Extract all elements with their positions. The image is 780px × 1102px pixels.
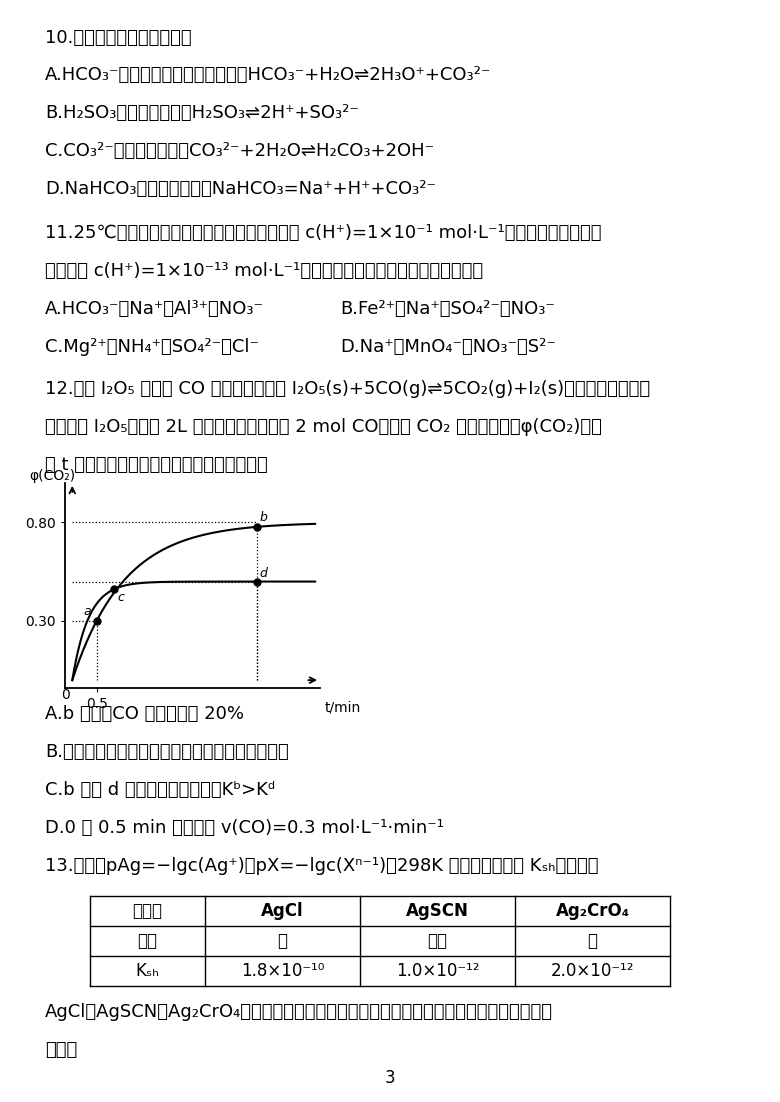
Text: C.Mg²⁺、NH₄⁺、SO₄²⁻、Cl⁻: C.Mg²⁺、NH₄⁺、SO₄²⁻、Cl⁻ xyxy=(45,338,259,356)
Text: AgCl、AgSCN、Ag₂CrO₄的饱和溶液中，阳离子和阴离子的浓度关系如图所示。下列说法正: AgCl、AgSCN、Ag₂CrO₄的饱和溶液中，阳离子和阴离子的浓度关系如图所… xyxy=(45,1003,553,1020)
Text: 化学式: 化学式 xyxy=(133,903,162,920)
Text: 间 t 的变化曲线如图所示。下列说法正确的是: 间 t 的变化曲线如图所示。下列说法正确的是 xyxy=(45,456,268,474)
Text: D.NaHCO₃的电离方程式：NaHCO₃=Na⁺+H⁺+CO₃²⁻: D.NaHCO₃的电离方程式：NaHCO₃=Na⁺+H⁺+CO₃²⁻ xyxy=(45,180,436,198)
Text: 11.25℃时，在溶液中能够大量共存，当溶液中 c(H⁺)=1×10⁻¹ mol·L⁻¹时，有气体产生，而: 11.25℃时，在溶液中能够大量共存，当溶液中 c(H⁺)=1×10⁻¹ mol… xyxy=(45,224,601,242)
Text: φ(CO₂): φ(CO₂) xyxy=(29,469,76,483)
Text: t/min: t/min xyxy=(325,700,361,714)
Text: D.Na⁺、MnO₄⁻、NO₃⁻、S²⁻: D.Na⁺、MnO₄⁻、NO₃⁻、S²⁻ xyxy=(340,338,556,356)
Text: B.H₂SO₃的电离方程式：H₂SO₃⇌2H⁺+SO₃²⁻: B.H₂SO₃的电离方程式：H₂SO₃⇌2H⁺+SO₃²⁻ xyxy=(45,104,359,122)
Text: A.HCO₃⁻在水溶液中的电离方程式：HCO₃⁻+H₂O⇌2H₃O⁺+CO₃²⁻: A.HCO₃⁻在水溶液中的电离方程式：HCO₃⁻+H₂O⇌2H₃O⁺+CO₃²⁻ xyxy=(45,66,491,84)
Text: A.b 点时，CO 的转化率为 20%: A.b 点时，CO 的转化率为 20% xyxy=(45,705,244,723)
Text: a: a xyxy=(83,605,90,618)
Text: 颜色: 颜色 xyxy=(137,932,158,950)
Text: 2.0×10⁻¹²: 2.0×10⁻¹² xyxy=(551,962,634,980)
Text: c: c xyxy=(118,592,124,604)
Text: Kₛₕ: Kₛₕ xyxy=(136,962,159,980)
Text: 白: 白 xyxy=(278,932,288,950)
Text: 红: 红 xyxy=(587,932,597,950)
Text: AgSCN: AgSCN xyxy=(406,903,469,920)
Text: d: d xyxy=(260,566,268,580)
Text: 1.8×10⁻¹⁰: 1.8×10⁻¹⁰ xyxy=(241,962,324,980)
Text: b: b xyxy=(260,511,268,523)
Text: B.Fe²⁺、Na⁺、SO₄²⁻、NO₃⁻: B.Fe²⁺、Na⁺、SO₄²⁻、NO₃⁻ xyxy=(340,300,555,318)
Text: D.0 到 0.5 min 反应速率 v(CO)=0.3 mol·L⁻¹·min⁻¹: D.0 到 0.5 min 反应速率 v(CO)=0.3 mol·L⁻¹·min… xyxy=(45,819,444,838)
Text: 0: 0 xyxy=(61,688,69,702)
Text: 装有足量 I₂O₅固体的 2L 恒容密闭容器中通入 2 mol CO，测得 CO₂ 气体体积分数φ(CO₂)随时: 装有足量 I₂O₅固体的 2L 恒容密闭容器中通入 2 mol CO，测得 CO… xyxy=(45,418,602,436)
Text: 12.利用 I₂O₅ 可消除 CO 污染，其反应为 I₂O₅(s)+5CO(g)⇌5CO₂(g)+I₂(s)。不同温度下，向: 12.利用 I₂O₅ 可消除 CO 污染，其反应为 I₂O₅(s)+5CO(g)… xyxy=(45,380,650,398)
Text: C.b 点和 d 点的化学平衡常数：Kᵇ>Kᵈ: C.b 点和 d 点的化学平衡常数：Kᵇ>Kᵈ xyxy=(45,781,275,799)
Text: A.HCO₃⁻、Na⁺、Al³⁺、NO₃⁻: A.HCO₃⁻、Na⁺、Al³⁺、NO₃⁻ xyxy=(45,300,264,318)
Text: 当溶液中 c(H⁺)=1×10⁻¹³ mol·L⁻¹时，又能生成沉淀。则该组离子可能为: 当溶液中 c(H⁺)=1×10⁻¹³ mol·L⁻¹时，又能生成沉淀。则该组离子… xyxy=(45,262,483,280)
Text: 13.已知：pAg=−lgc(Ag⁺)，pX=−lgc(Xⁿ⁻¹)。298K 时，几种物质的 Kₛₕ如下表：: 13.已知：pAg=−lgc(Ag⁺)，pX=−lgc(Xⁿ⁻¹)。298K 时… xyxy=(45,857,598,875)
Text: 1.0×10⁻¹²: 1.0×10⁻¹² xyxy=(395,962,479,980)
Text: 10.下列方程式书写正确的是: 10.下列方程式书写正确的是 xyxy=(45,29,192,47)
Text: B.容器内的压强保持恒定，表明反应达到平衡状态: B.容器内的压强保持恒定，表明反应达到平衡状态 xyxy=(45,743,289,761)
Text: 确的是: 确的是 xyxy=(45,1041,77,1059)
Text: C.CO₃²⁻的水解方程式：CO₃²⁻+2H₂O⇌H₂CO₃+2OH⁻: C.CO₃²⁻的水解方程式：CO₃²⁻+2H₂O⇌H₂CO₃+2OH⁻ xyxy=(45,142,434,160)
Text: Ag₂CrO₄: Ag₂CrO₄ xyxy=(555,903,629,920)
Text: 浅黄: 浅黄 xyxy=(427,932,448,950)
Text: AgCl: AgCl xyxy=(261,903,304,920)
Text: 3: 3 xyxy=(385,1069,395,1087)
